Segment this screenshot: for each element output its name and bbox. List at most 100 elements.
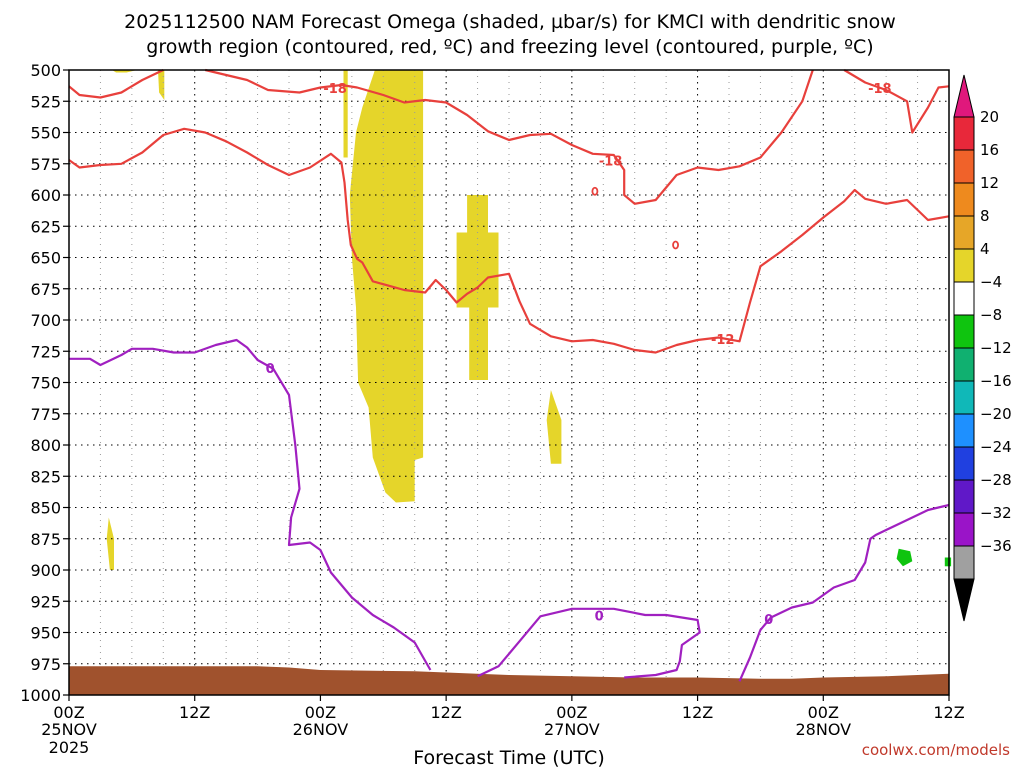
- colorbar-label-13: −36: [980, 537, 1012, 555]
- colorbar-bottom-arrow: [953, 578, 975, 622]
- colorbar-label-8: −16: [980, 372, 1012, 390]
- contour-line-3: [68, 127, 950, 354]
- contour-line-1: [204, 68, 814, 205]
- x-tick-label-5: 12Z: [682, 703, 713, 722]
- contour-layer: [68, 68, 950, 682]
- colorbar-swatch-11: [953, 479, 975, 514]
- colorbar-swatch-5: [953, 281, 975, 316]
- colorbar-top-arrow: [953, 74, 975, 118]
- colorbar-label-9: −20: [980, 405, 1012, 423]
- contour-line-4: [69, 338, 432, 671]
- y-tick-label-10: 750: [30, 374, 61, 393]
- credit-text: coolwx.com/models: [862, 741, 1010, 759]
- y-tick-label-3: 575: [30, 155, 61, 174]
- plot-area: -18 -18 -18 -12 0 0 0: [68, 68, 952, 696]
- colorbar-label-11: −28: [980, 471, 1012, 489]
- omega-region-7: [896, 548, 913, 567]
- y-tick-label-17: 925: [30, 592, 61, 611]
- y-tick-label-8: 700: [30, 311, 61, 330]
- x-tick-date-2: 26NOV: [293, 720, 349, 739]
- colorbar: 20 16 12 8 4 −4 −8 −12 −16 −20 −24 −28 −32 −36: [953, 74, 1012, 622]
- y-tick-label-14: 850: [30, 499, 61, 518]
- colorbar-swatch-6: [953, 314, 975, 349]
- omega-region-8: [944, 557, 952, 567]
- colorbar-swatch-9: [953, 413, 975, 448]
- small-contour-1: [672, 240, 679, 250]
- y-tick-label-11: 775: [30, 405, 61, 424]
- contour-label-5: 0: [595, 609, 604, 624]
- x-tick-date-4: 27NOV: [544, 720, 600, 739]
- y-axis: 500 525 550 575 600 625 650 675 700 725 750 775 800 8…: [20, 61, 69, 705]
- y-tick-label-0: 500: [30, 61, 61, 80]
- colorbar-label-0: 20: [980, 108, 999, 126]
- omega-region-2: [343, 70, 348, 158]
- colorbar-label-6: −8: [980, 306, 1002, 324]
- colorbar-swatch-13: [953, 545, 975, 580]
- x-tick-year-0: 2025: [49, 738, 90, 757]
- contour-line-5: [477, 607, 701, 679]
- omega-region-3: [349, 70, 424, 503]
- x-tick-label-1: 12Z: [179, 703, 210, 722]
- colorbar-swatch-8: [953, 380, 975, 415]
- chart-title-line1: 2025112500 NAM Forecast Omega (shaded, µ…: [124, 11, 896, 33]
- colorbar-label-5: −4: [980, 273, 1002, 291]
- x-tick-label-2: 00Z: [305, 703, 336, 722]
- colorbar-swatch-4: [953, 248, 975, 283]
- colorbar-swatch-1: [953, 149, 975, 184]
- contour-label-3: -12: [711, 333, 735, 348]
- colorbar-swatch-12: [953, 512, 975, 547]
- colorbar-label-12: −32: [980, 504, 1012, 522]
- x-tick-label-4: 00Z: [556, 703, 587, 722]
- colorbar-label-2: 12: [980, 174, 999, 192]
- contour-line-0: [68, 69, 164, 99]
- contour-label-2: -18: [868, 82, 892, 97]
- colorbar-swatch-2: [953, 182, 975, 217]
- small-contour-0: [591, 186, 599, 196]
- y-tick-label-2: 550: [30, 124, 61, 143]
- contour-label-layer: -18 -18 -18 -12 0 0 0: [266, 82, 892, 628]
- y-tick-label-15: 875: [30, 530, 61, 549]
- contour-label-0: -18: [323, 82, 347, 97]
- omega-region-0: [158, 70, 165, 100]
- y-tick-label-1: 525: [30, 92, 61, 111]
- y-tick-label-20: 1000: [20, 686, 61, 705]
- colorbar-label-1: 16: [980, 141, 999, 159]
- y-tick-label-16: 900: [30, 561, 61, 580]
- colorbar-label-3: 8: [980, 207, 990, 225]
- x-tick-label-3: 12Z: [430, 703, 461, 722]
- x-tick-label-0: 00Z: [53, 703, 84, 722]
- colorbar-label-7: −12: [980, 339, 1012, 357]
- colorbar-label-4: 4: [980, 240, 990, 258]
- y-tick-label-12: 800: [30, 436, 61, 455]
- y-tick-label-4: 600: [30, 186, 61, 205]
- grid-layer: [69, 70, 949, 695]
- y-tick-label-13: 825: [30, 467, 61, 486]
- omega-region-6: [106, 517, 114, 570]
- contour-line-6: [738, 503, 950, 682]
- y-tick-label-5: 625: [30, 217, 61, 236]
- x-tick-date-0: 25NOV: [41, 720, 97, 739]
- x-tick-label-7: 12Z: [933, 703, 964, 722]
- y-tick-label-19: 975: [30, 655, 61, 674]
- y-tick-label-18: 950: [30, 624, 61, 643]
- terrain-fill: [69, 666, 949, 695]
- x-axis-title: Forecast Time (UTC): [413, 747, 604, 768]
- chart-title-line2: growth region (contoured, red, ºC) and f…: [146, 36, 873, 58]
- contour-label-4: 0: [266, 362, 275, 377]
- colorbar-swatch-10: [953, 446, 975, 481]
- terrain-layer: [69, 666, 949, 695]
- colorbar-label-10: −24: [980, 438, 1012, 456]
- x-tick-label-6: 00Z: [808, 703, 839, 722]
- y-tick-label-9: 725: [30, 342, 61, 361]
- contour-label-1: -18: [599, 154, 623, 169]
- y-tick-label-7: 675: [30, 280, 61, 299]
- colorbar-swatch-0: [953, 116, 975, 151]
- contour-label-6: 0: [764, 613, 773, 628]
- colorbar-swatch-7: [953, 347, 975, 382]
- x-tick-date-6: 28NOV: [795, 720, 851, 739]
- colorbar-swatch-3: [953, 215, 975, 250]
- contour-line-2: [843, 69, 950, 134]
- y-tick-label-6: 650: [30, 249, 61, 268]
